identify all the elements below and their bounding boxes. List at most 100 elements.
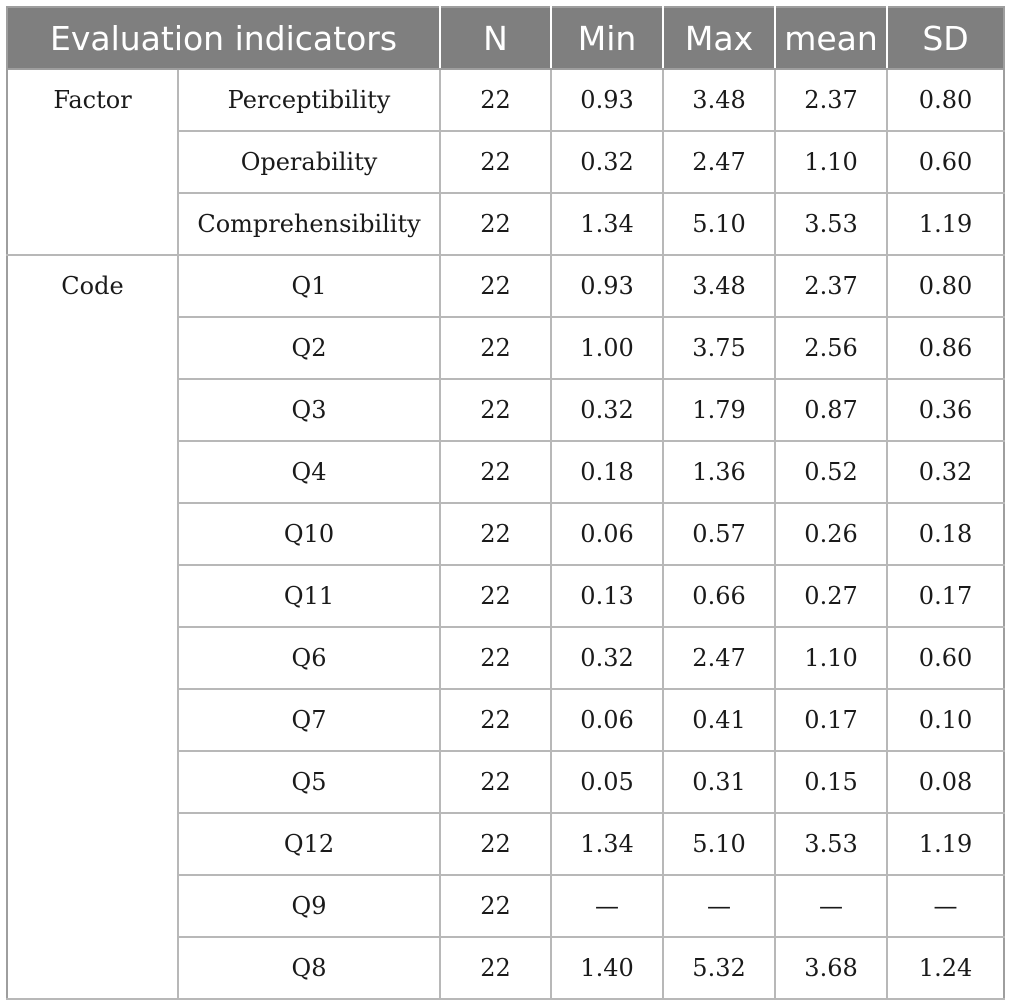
table-row: Q4 22 0.18 1.36 0.52 0.32 [7,440,1005,504]
cell-indicator: Comprehensibility [176,192,442,256]
cell-max: 3.48 [662,254,777,318]
cell-mean: 0.26 [774,502,889,566]
header-evaluation-indicators: Evaluation indicators [7,7,441,70]
table-header: Evaluation indicators N Min Max mean SD [7,7,1005,70]
cell-n: 22 [439,750,553,814]
cell-indicator: Q8 [176,936,442,1000]
cell-max: 2.47 [662,130,777,194]
cell-n: 22 [439,440,553,504]
cell-n: 22 [439,68,553,132]
cell-sd: 1.19 [886,812,1005,876]
cell-max: 5.32 [662,936,777,1000]
cell-max: 2.47 [662,626,777,690]
cell-sd: 0.32 [886,440,1005,504]
cell-min: 1.34 [550,192,665,256]
table-row: Q9 22— — — — [7,874,1005,938]
cell-indicator: Q6 [176,626,442,690]
cell-sd: 1.24 [886,936,1005,1000]
table-row: Q7 22 0.06 0.41 0.17 0.10 [7,688,1005,752]
cell-min: 0.32 [550,378,665,442]
cell-n: 22 [439,502,553,566]
cell-n: 22 [439,936,553,1000]
cell-n: 22 [439,316,553,380]
cell-indicator: Q11 [176,564,442,628]
table-row: Operability 22 0.32 2.47 1.10 0.60 [7,130,1005,194]
cell-mean: 2.56 [774,316,889,380]
cell-min: 0.05 [550,750,665,814]
cell-n: 22 [439,564,553,628]
cell-min: 0.13 [550,564,665,628]
cell-min: — [550,874,665,938]
cell-min: 0.93 [550,254,665,318]
cell-mean: 2.37 [774,254,889,318]
header-n: N [439,7,552,70]
cell-min: 0.06 [550,688,665,752]
cell-max: 0.66 [662,564,777,628]
cell-mean: 1.10 [774,626,889,690]
header-row: Evaluation indicators N Min Max mean SD [7,7,1005,70]
cell-indicator: Q9 [176,874,442,938]
cell-indicator: Q7 [176,688,442,752]
cell-mean: 0.87 [774,378,889,442]
cell-sd: 0.86 [886,316,1005,380]
cell-sd: 0.08 [886,750,1005,814]
table-row: Q5 22 0.05 0.31 0.15 0.08 [7,750,1005,814]
cell-max: 1.36 [662,440,777,504]
cell-min: 1.34 [550,812,665,876]
cell-sd: 1.19 [886,192,1005,256]
cell-mean: 0.17 [774,688,889,752]
cell-n: 22 [439,130,553,194]
cell-n: 22 [439,254,553,318]
cell-sd: 0.60 [886,626,1005,690]
cell-sd: — [886,874,1005,938]
cell-n: 22 [439,626,553,690]
statistics-table: Evaluation indicators N Min Max mean SD … [6,6,1006,1000]
cell-mean: — [774,874,889,938]
cell-sd: 0.80 [886,254,1005,318]
cell-n: 22 [439,192,553,256]
table-row: Q11 22 0.13 0.66 0.27 0.17 [7,564,1005,628]
cell-n: 22 [439,812,553,876]
cell-min: 0.93 [550,68,665,132]
cell-max: 5.10 [662,192,777,256]
table-row: Q10 22 0.06 0.57 0.26 0.18 [7,502,1005,566]
cell-max: 3.75 [662,316,777,380]
cell-mean: 0.15 [774,750,889,814]
cell-indicator: Q3 [176,378,442,442]
table-row: Q6 22 0.32 2.47 1.10 0.60 [7,626,1005,690]
cell-sd: 0.10 [886,688,1005,752]
table-row: Q12 22 1.34 5.10 3.53 1.19 [7,812,1005,876]
cell-indicator: Q2 [176,316,442,380]
cell-mean: 0.52 [774,440,889,504]
table-row: Q3 22 0.32 1.79 0.87 0.36 [7,378,1005,442]
table-row: Comprehensibility 22 1.34 5.10 3.53 1.19 [7,192,1005,256]
header-max: Max [662,7,776,70]
table-body: Factor Perceptibility 22 0.93 3.48 2.37 0.80 Op… [7,68,1005,1000]
cell-mean: 2.37 [774,68,889,132]
cell-mean: 3.53 [774,192,889,256]
cell-indicator: Q4 [176,440,442,504]
cell-max: 5.10 [662,812,777,876]
cell-max: — [662,874,777,938]
cell-indicator: Perceptibility [176,68,442,132]
header-sd: SD [886,7,1005,70]
cell-sd: 0.17 [886,564,1005,628]
table-row: Factor Perceptibility 22 0.93 3.48 2.37 0.80 [7,68,1005,256]
cell-min: 1.40 [550,936,665,1000]
table-row: Code Q1 22 0.93 3.48 2.37 0.80 [7,254,1005,1000]
cell-mean: 3.68 [774,936,889,1000]
cell-n: 22 [439,874,553,938]
cell-sd: 0.18 [886,502,1005,566]
cell-min: 0.06 [550,502,665,566]
cell-n: 22 [439,688,553,752]
header-min: Min [550,7,664,70]
header-mean: mean [774,7,888,70]
cell-indicator: Q1 [176,254,442,318]
table-row: Q2 22 1.00 3.75 2.56 0.86 [7,316,1005,380]
group-label: Code [7,254,179,1000]
cell-mean: 3.53 [774,812,889,876]
cell-max: 1.79 [662,378,777,442]
group-label: Factor [7,68,179,256]
cell-min: 0.32 [550,626,665,690]
cell-n: 22 [439,378,553,442]
